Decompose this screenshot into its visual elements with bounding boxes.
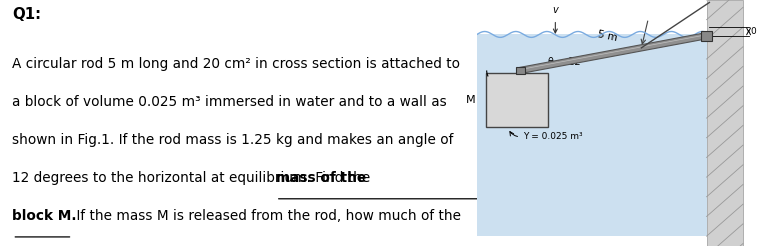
Text: A circular rod 5 m long and 20 cm² in cross section is attached to: A circular rod 5 m long and 20 cm² in cr… <box>12 57 460 71</box>
Text: 0.25 m: 0.25 m <box>752 27 757 36</box>
Text: Q1:: Q1: <box>12 7 42 22</box>
Bar <box>487 73 548 127</box>
Text: Υ = 0.025 m³: Υ = 0.025 m³ <box>523 132 583 141</box>
Text: block M.: block M. <box>12 210 77 223</box>
Bar <box>701 31 712 41</box>
Text: mass of the: mass of the <box>276 171 366 185</box>
Bar <box>516 66 525 74</box>
Text: v: v <box>553 5 558 15</box>
Text: 5 m: 5 m <box>597 29 618 43</box>
Text: 12 degrees to the horizontal at equilibrium. Find the: 12 degrees to the horizontal at equilibr… <box>12 171 375 185</box>
Bar <box>477 34 706 236</box>
Text: a block of volume 0.025 m³ immersed in water and to a wall as: a block of volume 0.025 m³ immersed in w… <box>12 95 447 109</box>
Polygon shape <box>519 33 707 74</box>
Bar <box>706 0 743 246</box>
Text: shown in Fig.1. If the rod mass is 1.25 kg and makes an angle of: shown in Fig.1. If the rod mass is 1.25 … <box>12 133 453 147</box>
Text: If the mass M is released from the rod, how much of the: If the mass M is released from the rod, … <box>73 210 462 223</box>
Text: M: M <box>466 95 475 105</box>
Text: θ = 12°: θ = 12° <box>548 57 586 67</box>
